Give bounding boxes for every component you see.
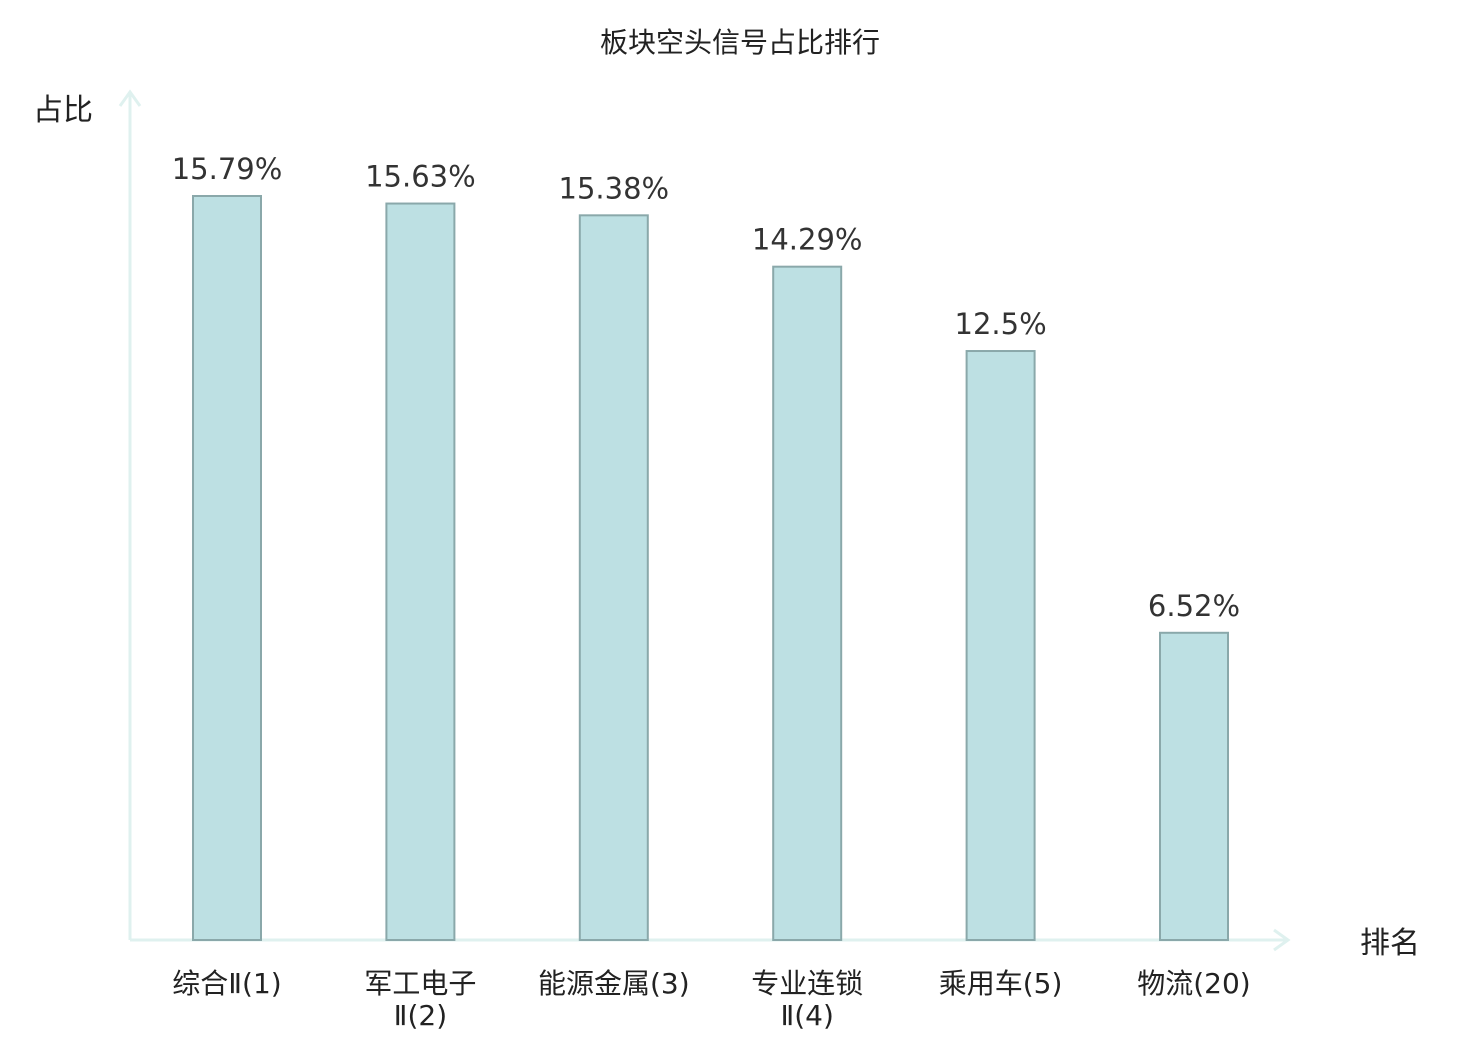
- bar: [578, 214, 649, 942]
- category-label: 军工电子: [364, 967, 476, 1000]
- category-label: 乘用车(5): [939, 967, 1063, 1000]
- category-label: 物流(20): [1137, 967, 1250, 1000]
- y-axis-arrow-icon: [118, 89, 142, 107]
- bar-value-label: 14.29%: [752, 223, 863, 257]
- bar: [965, 350, 1036, 941]
- bar-value-label: 12.5%: [955, 307, 1047, 341]
- category-label: 能源金属(3): [538, 967, 690, 1000]
- bar: [192, 195, 262, 941]
- category-label: 专业连锁: [751, 967, 863, 1000]
- category-label: Ⅱ(4): [780, 999, 833, 1032]
- category-label: 综合Ⅱ(1): [172, 967, 281, 1000]
- bar: [772, 265, 843, 941]
- bar-value-label: 15.79%: [172, 152, 283, 186]
- bar: [1159, 631, 1229, 941]
- bar-value-label: 15.63%: [365, 160, 476, 194]
- y-axis-label: 占比: [33, 93, 93, 128]
- x-axis-label: 排名: [1360, 926, 1420, 961]
- x-axis-arrow-icon: [1273, 928, 1291, 952]
- chart-title: 板块空头信号占比排行: [600, 26, 880, 59]
- bar-value-label: 6.52%: [1148, 589, 1240, 623]
- category-label: Ⅱ(2): [394, 999, 447, 1032]
- bar: [385, 202, 456, 942]
- bar-value-label: 15.38%: [559, 171, 670, 205]
